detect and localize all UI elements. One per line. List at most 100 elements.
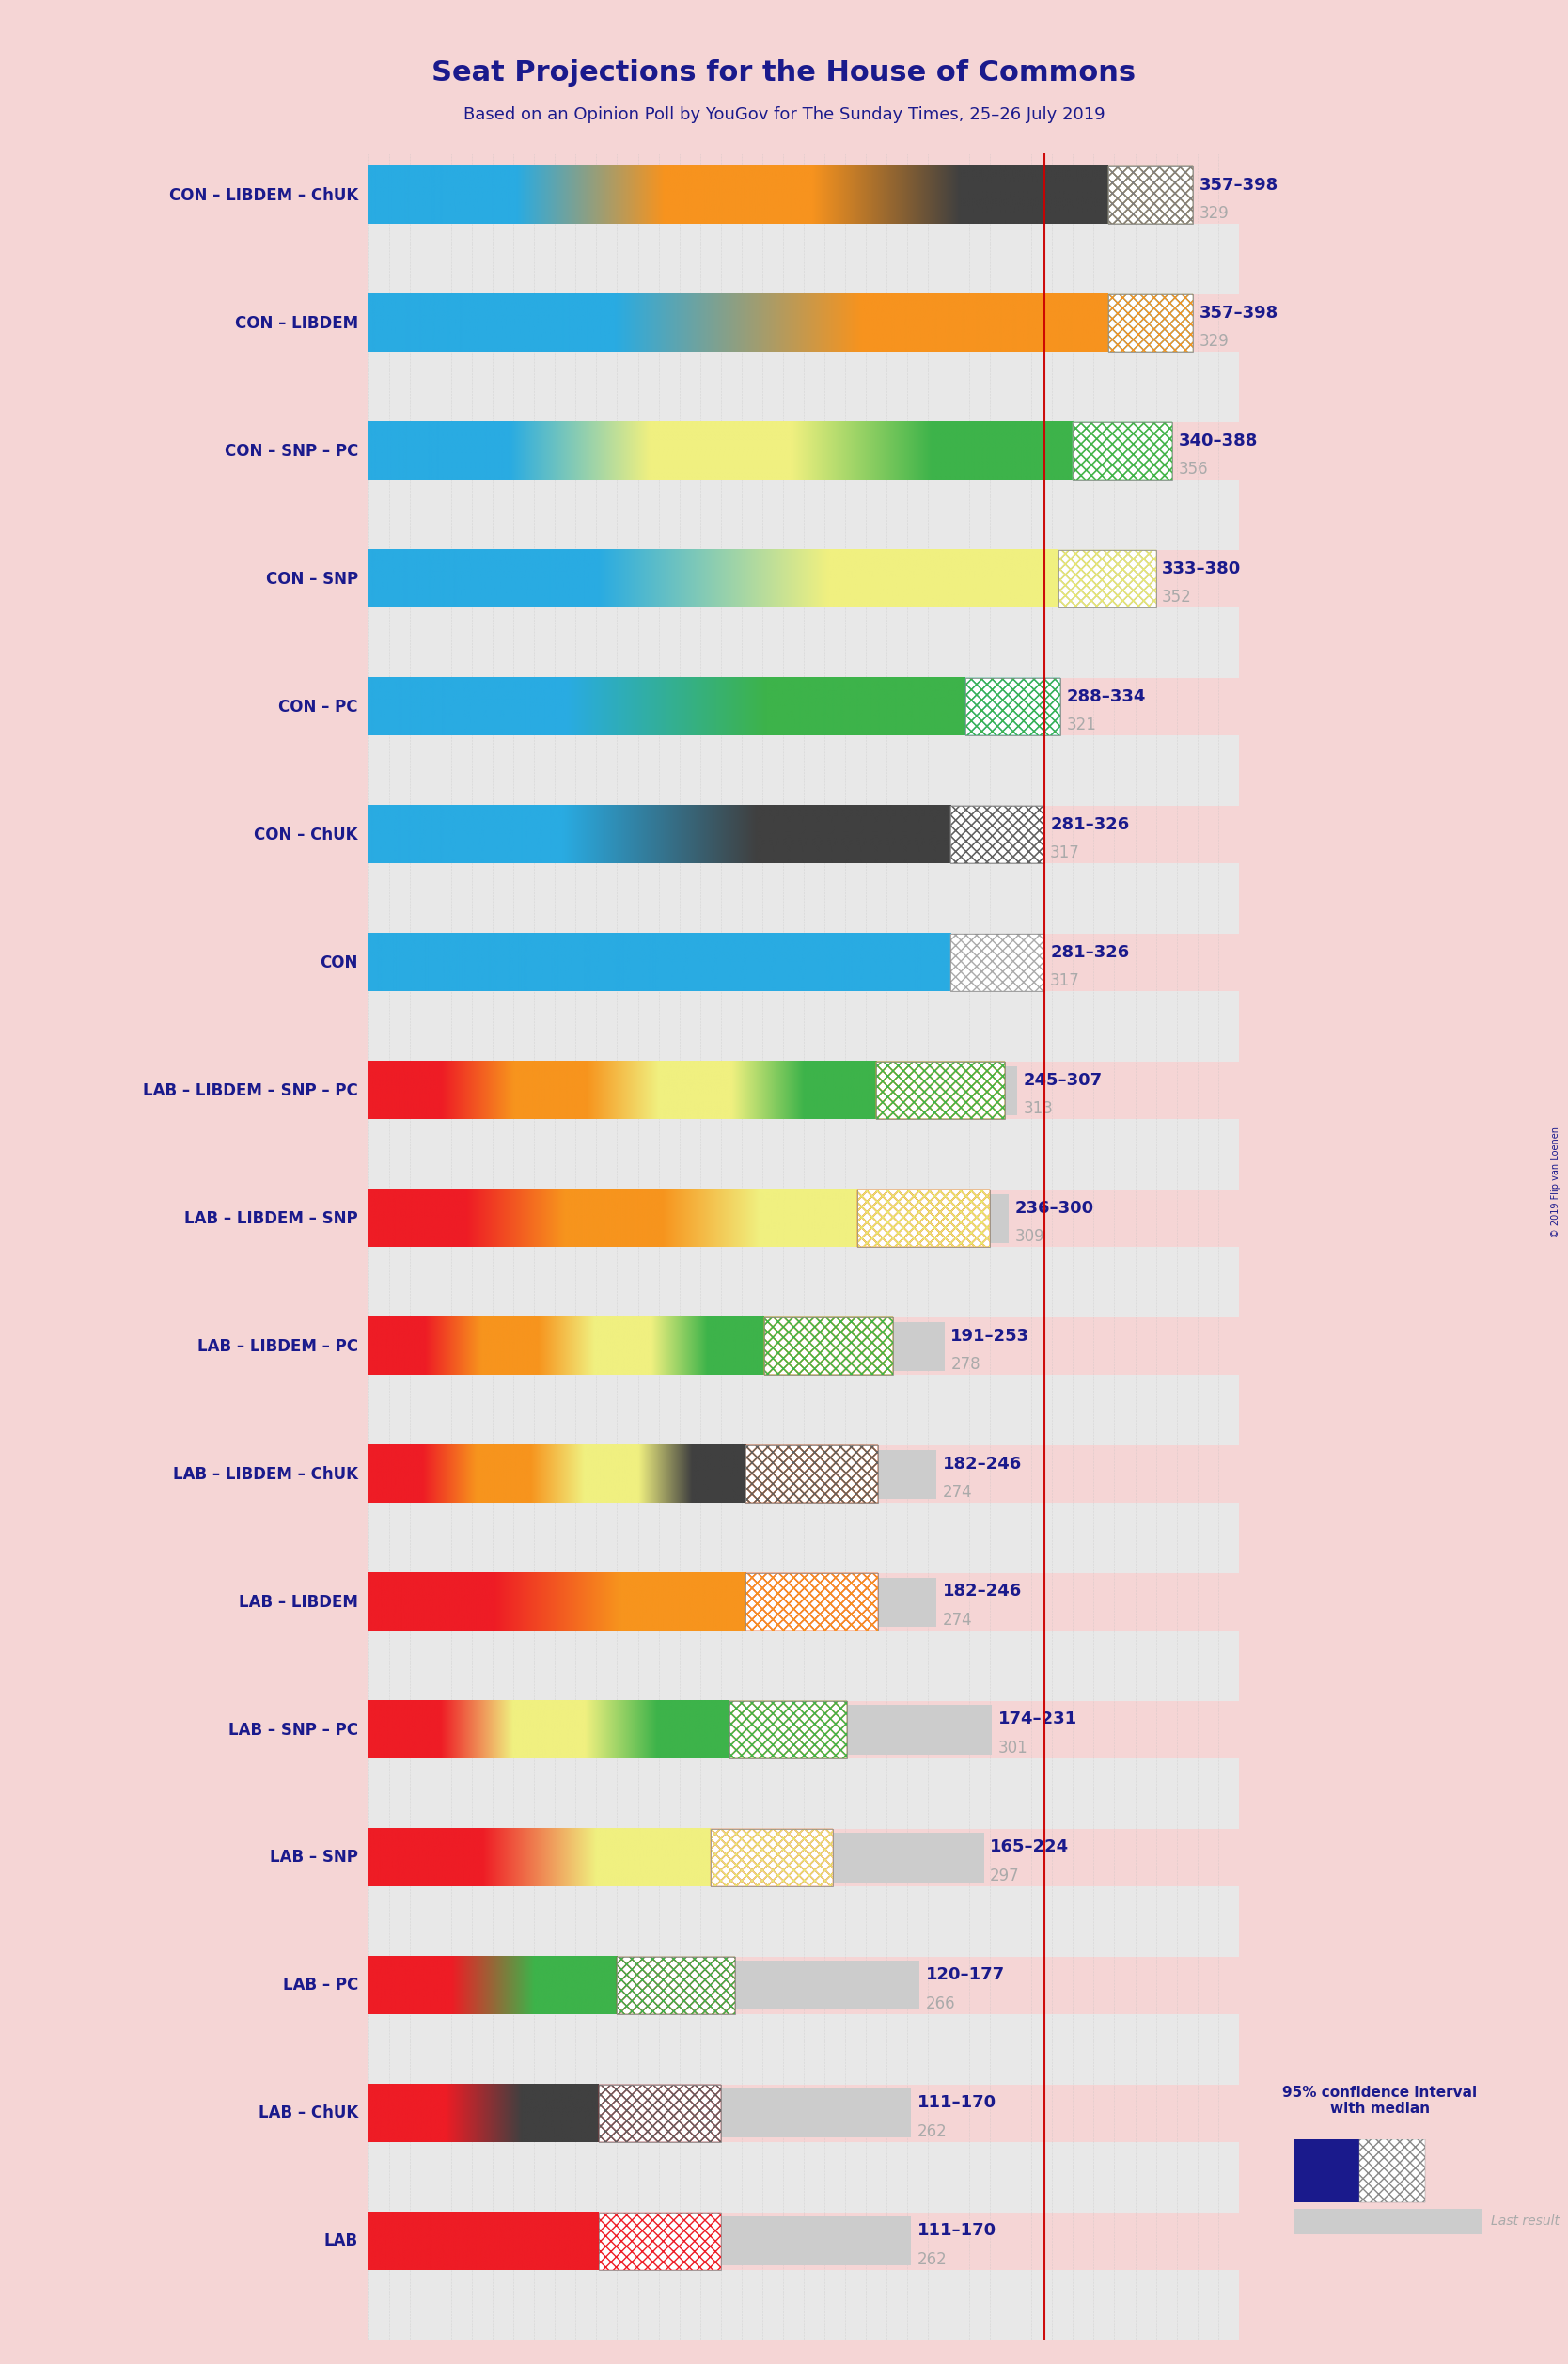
Bar (966, 678, 1060, 735)
Text: 281–326: 281–326 (1051, 943, 1129, 960)
Bar (710, 1830, 833, 1886)
Bar (746, 1572, 878, 1631)
Bar (599, 2213, 721, 2269)
Bar (368, 1376, 1239, 1444)
Bar (1109, 165, 1193, 225)
Bar (368, 2142, 1239, 2213)
Bar (368, 863, 1239, 934)
Bar (1073, 423, 1173, 480)
Bar (1109, 296, 1193, 352)
Bar (878, 1577, 936, 1626)
Bar (877, 1061, 1005, 1118)
Text: LAB: LAB (325, 2232, 358, 2251)
Bar (966, 678, 1060, 735)
Bar (1109, 296, 1193, 352)
Text: 297: 297 (989, 1868, 1019, 1884)
Text: LAB – ChUK: LAB – ChUK (259, 2104, 358, 2123)
Bar (1073, 423, 1173, 480)
Bar (618, 1957, 735, 2014)
Text: CON – SNP: CON – SNP (267, 570, 358, 586)
Text: 274: 274 (942, 1612, 972, 1629)
Text: 245–307: 245–307 (1024, 1071, 1102, 1087)
Bar (1109, 165, 1193, 225)
Bar (368, 1118, 1239, 1189)
Bar (746, 1577, 936, 1626)
Bar (1073, 423, 1173, 480)
Bar (1058, 551, 1156, 608)
Bar (368, 1504, 1239, 1572)
Text: 262: 262 (917, 2251, 947, 2267)
Bar (1073, 423, 1173, 480)
Bar (368, 225, 1239, 296)
Bar (1109, 165, 1193, 225)
Bar (618, 1962, 919, 2009)
Bar (877, 1061, 1005, 1118)
Text: 281–326: 281–326 (1051, 816, 1129, 832)
Bar (599, 2085, 721, 2142)
Text: 182–246: 182–246 (942, 1584, 1022, 1600)
Bar (746, 1444, 878, 1504)
Bar (368, 1886, 1239, 1957)
Text: 174–231: 174–231 (999, 1712, 1077, 1728)
Text: 111–170: 111–170 (917, 2222, 997, 2239)
Bar (892, 1321, 944, 1371)
Text: CON – PC: CON – PC (279, 697, 358, 716)
Text: 191–253: 191–253 (950, 1326, 1030, 1345)
Bar (1073, 426, 1105, 475)
Bar (764, 1317, 892, 1376)
Bar (966, 683, 1033, 730)
Bar (847, 1704, 993, 1754)
Text: 313: 313 (1024, 1099, 1054, 1118)
Text: 165–224: 165–224 (989, 1839, 1069, 1856)
Text: Based on an Opinion Poll by YouGov for The Sunday Times, 25–26 July 2019: Based on an Opinion Poll by YouGov for T… (463, 106, 1105, 123)
Text: CON – ChUK: CON – ChUK (254, 825, 358, 844)
Bar (1109, 296, 1193, 352)
Text: 340–388: 340–388 (1179, 433, 1258, 449)
Bar (746, 1572, 878, 1631)
Bar (735, 1962, 919, 2009)
Text: 274: 274 (942, 1485, 972, 1501)
Bar (1058, 551, 1156, 608)
Bar (950, 939, 1025, 986)
Bar (858, 1189, 989, 1246)
Text: 301: 301 (999, 1740, 1029, 1756)
Bar (599, 2085, 721, 2142)
Bar (746, 1572, 878, 1631)
Bar (599, 2090, 911, 2137)
Bar (877, 1061, 1005, 1118)
Bar (599, 2213, 721, 2269)
Bar (618, 1957, 735, 2014)
Bar (746, 1444, 878, 1504)
Text: LAB – LIBDEM – PC: LAB – LIBDEM – PC (198, 1338, 358, 1355)
Bar (710, 1830, 833, 1886)
Text: CON – LIBDEM: CON – LIBDEM (235, 314, 358, 331)
Bar (368, 1759, 1239, 1830)
Bar (729, 1702, 847, 1759)
Text: CON – SNP – PC: CON – SNP – PC (224, 442, 358, 459)
Bar (1294, 2208, 1482, 2234)
Bar (721, 2090, 911, 2137)
Text: 111–170: 111–170 (917, 2095, 997, 2111)
Bar (618, 1957, 735, 2014)
Bar (858, 1189, 989, 1246)
Bar (368, 1246, 1239, 1317)
Bar (764, 1317, 892, 1376)
Bar (746, 1444, 878, 1504)
Text: 278: 278 (950, 1357, 980, 1373)
Text: 262: 262 (917, 2123, 947, 2139)
Text: 333–380: 333–380 (1162, 560, 1242, 577)
Bar (764, 1321, 944, 1371)
Bar (599, 2085, 721, 2142)
Bar (368, 352, 1239, 423)
Text: 317: 317 (1051, 972, 1080, 991)
Bar (618, 1957, 735, 2014)
Bar (1058, 551, 1156, 608)
Bar (746, 1444, 878, 1504)
Text: 288–334: 288–334 (1066, 688, 1146, 704)
Text: CON – LIBDEM – ChUK: CON – LIBDEM – ChUK (169, 187, 358, 203)
Bar (721, 2217, 911, 2265)
Bar (746, 1572, 878, 1631)
Bar (950, 934, 1044, 991)
Bar (950, 806, 1044, 863)
Bar (368, 991, 1239, 1061)
